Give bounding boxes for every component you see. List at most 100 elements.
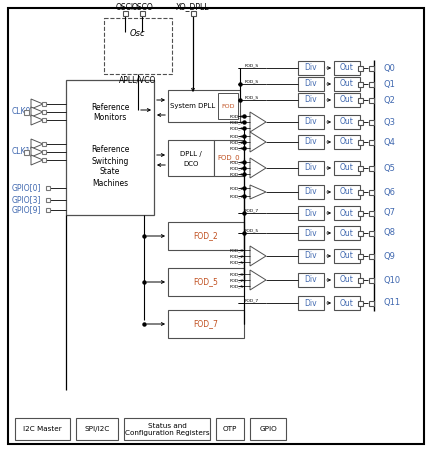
Bar [358,211,362,216]
Bar [368,230,374,235]
Bar [334,296,360,310]
Text: FOD_0: FOD_0 [230,160,244,164]
Bar [168,90,240,122]
Bar [191,10,196,15]
Polygon shape [250,112,266,132]
Bar [358,253,362,258]
Bar [334,115,360,129]
Text: Div: Div [305,188,318,197]
Bar [42,118,46,122]
Bar [334,273,360,287]
Text: Reference: Reference [91,145,129,154]
Text: FOD_0: FOD_0 [218,155,240,162]
Polygon shape [31,147,43,157]
Text: FOD_2: FOD_2 [230,186,244,190]
Text: FOD_5: FOD_5 [245,228,259,232]
Bar [298,226,324,240]
Bar [168,268,244,296]
Text: Div: Div [305,229,318,238]
Text: Osc: Osc [129,28,145,37]
Text: Out: Out [340,275,354,284]
Text: Q9: Q9 [384,252,396,261]
Text: OSCO: OSCO [131,3,153,12]
Text: Out: Out [340,80,354,89]
Text: Div: Div [305,163,318,172]
Text: System DPLL: System DPLL [170,103,216,109]
Text: OSCI: OSCI [116,3,134,12]
Bar [298,161,324,175]
Bar [358,120,362,125]
Text: OTP: OTP [223,426,237,432]
Bar [358,140,362,144]
Text: FOD_0: FOD_0 [230,134,244,138]
Text: GPIO[0]: GPIO[0] [12,184,41,193]
Text: GPIO[9]: GPIO[9] [12,206,41,215]
Text: Machines: Machines [92,179,128,188]
Bar [358,230,362,235]
Text: DPLL /: DPLL / [180,151,202,157]
Polygon shape [31,155,43,165]
Text: Div: Div [305,138,318,147]
Bar [46,186,50,190]
Text: FOD_0: FOD_0 [230,248,244,252]
Bar [76,418,118,440]
Text: Out: Out [340,117,354,126]
Bar [368,166,374,171]
Bar [42,150,46,154]
Text: FOD_5: FOD_5 [230,126,244,130]
Text: FOD_5: FOD_5 [230,284,244,288]
Bar [368,81,374,86]
Polygon shape [31,107,43,117]
Text: Div: Div [305,95,318,104]
Bar [358,189,362,194]
Bar [140,10,144,15]
Bar [168,222,244,250]
Text: Q0: Q0 [384,63,396,72]
Text: APLL/VCO: APLL/VCO [119,76,157,85]
Text: FOD_5: FOD_5 [230,172,244,176]
Bar [334,77,360,91]
Text: Q5: Q5 [384,163,396,172]
Bar [358,166,362,171]
Bar [218,93,238,119]
Text: FOD_0: FOD_0 [230,114,244,118]
Bar [368,278,374,283]
Bar [368,211,374,216]
Bar [298,296,324,310]
Bar [123,10,127,15]
Text: Out: Out [340,163,354,172]
Polygon shape [31,99,43,109]
Text: I2C Master: I2C Master [23,426,62,432]
Bar [334,135,360,149]
Bar [42,158,46,162]
Bar [358,66,362,71]
Text: FOD_2: FOD_2 [230,254,244,258]
Bar [368,301,374,306]
Text: FOD_2: FOD_2 [230,278,244,282]
Bar [358,278,362,283]
Text: Out: Out [340,252,354,261]
Text: FOD_7: FOD_7 [194,320,219,328]
Text: FOD_5: FOD_5 [230,146,244,150]
Text: FOD_7: FOD_7 [245,208,259,212]
Text: Q7: Q7 [384,208,396,217]
Bar [298,115,324,129]
Bar [216,418,244,440]
Text: Q8: Q8 [384,229,396,238]
Text: GPIO[3]: GPIO[3] [12,195,41,204]
Bar [298,61,324,75]
Bar [66,80,154,215]
Bar [298,93,324,107]
Bar [368,98,374,103]
Text: Div: Div [305,252,318,261]
Text: Reference: Reference [91,104,129,112]
Bar [46,208,50,212]
Bar [368,66,374,71]
Bar [23,109,29,114]
Bar [358,81,362,86]
Bar [368,140,374,144]
Text: GPIO: GPIO [259,426,277,432]
Bar [168,310,244,338]
Bar [368,189,374,194]
Polygon shape [31,115,43,125]
